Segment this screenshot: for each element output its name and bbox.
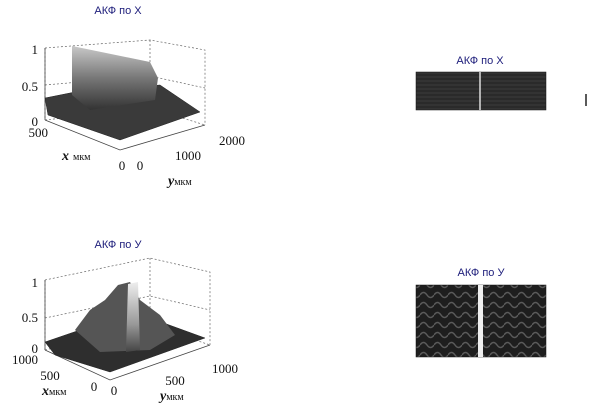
image-title: АКФ по У <box>458 267 506 279</box>
label-part: мкм <box>174 177 192 188</box>
x-tick-label: 500 <box>40 368 60 383</box>
y-tick-label: 500 <box>165 373 185 388</box>
y-tick-label: 1000 <box>212 361 238 376</box>
image <box>416 72 546 110</box>
image-title: АКФ по X <box>456 55 504 67</box>
label-part: мкм <box>49 387 67 398</box>
label-part: мкм <box>166 392 184 403</box>
label-part: x <box>41 384 49 399</box>
plot-title: АКФ по У <box>95 239 143 251</box>
surface-peak <box>72 46 158 110</box>
y-axis-label: yмкм <box>158 389 184 404</box>
x-tick-label: 0 <box>119 158 126 173</box>
z-tick-label: 0.5 <box>22 79 38 94</box>
figure: АКФ по X 1 0.5 0 500 0 x мкм 0 1000 2000… <box>0 0 590 405</box>
z-tick-label: 1 <box>32 42 39 57</box>
y-tick-label: 1000 <box>175 148 201 163</box>
image-panel: АКФ по У <box>416 267 546 357</box>
y-tick-label: 2000 <box>219 133 245 148</box>
y-axis-label: yмкм <box>166 174 192 189</box>
z-tick-label: 1 <box>32 275 39 290</box>
label-part: x <box>61 149 69 164</box>
y-tick-label: 0 <box>111 383 118 398</box>
plot-title: АКФ по X <box>94 5 142 17</box>
label-part: мкм <box>73 152 91 163</box>
x-tick-label: 500 <box>29 125 49 140</box>
x-tick-label: 1000 <box>12 352 38 367</box>
z-tick-label: 0.5 <box>22 310 38 325</box>
surface <box>75 282 175 352</box>
image-panel: АКФ по X <box>416 55 546 110</box>
x-tick-label: 0 <box>91 379 98 394</box>
surface-peak <box>126 282 140 352</box>
surface-plot: АКФ по X 1 0.5 0 500 0 x мкм 0 1000 2000… <box>22 5 245 189</box>
image-line <box>478 285 483 357</box>
x-axis-label: xмкм <box>41 384 67 399</box>
x-axis-label: x мкм <box>61 147 91 164</box>
y-tick-label: 0 <box>137 158 144 173</box>
surface-plot: АКФ по У 1 0.5 0 1000 500 0 xмкм 0 500 1… <box>12 239 238 404</box>
